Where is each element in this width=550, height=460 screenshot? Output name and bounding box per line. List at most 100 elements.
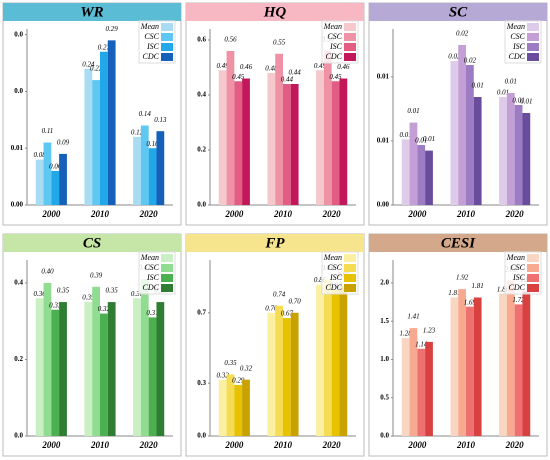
value-label: 0.29 (106, 25, 119, 33)
bar (290, 312, 299, 436)
bar (267, 73, 276, 205)
bar (409, 328, 418, 436)
x-tick-label: 2020 (139, 209, 159, 219)
panel-title: CS (83, 235, 101, 251)
panel-header (186, 3, 364, 21)
value-label: 1.81 (448, 289, 460, 297)
value-label: 0.46 (337, 63, 350, 71)
bar (43, 142, 52, 205)
bar (425, 341, 433, 436)
legend-label: ISC (329, 42, 343, 51)
bar (514, 304, 523, 436)
bar (226, 374, 235, 436)
bar (107, 40, 116, 205)
y-tick-label: 0.0 (197, 201, 206, 209)
value-label: 1.86 (497, 285, 510, 293)
value-label: 0.56 (224, 36, 237, 44)
value-label: 0.08 (34, 151, 47, 159)
panel-header (369, 3, 547, 21)
bar (51, 170, 60, 205)
bar (473, 97, 482, 205)
legend-swatch (527, 264, 539, 272)
legend-swatch (161, 284, 173, 292)
value-label: 0.49 (217, 62, 230, 70)
bar (59, 153, 67, 205)
legend-label: CSC (510, 32, 525, 41)
y-tick-label: 0.2 (197, 146, 206, 154)
value-label: 0.29 (232, 377, 245, 385)
panel-title: SC (449, 4, 468, 20)
value-label: 0.01 (497, 89, 509, 97)
bar (506, 93, 515, 205)
bar (473, 297, 482, 436)
panel-title: FP (264, 235, 285, 251)
bar (331, 81, 340, 205)
value-label: 0.70 (265, 304, 278, 312)
value-label: 0.70 (289, 297, 302, 305)
x-tick-label: 2020 (505, 209, 525, 219)
legend-swatch (161, 264, 173, 272)
bar (339, 286, 348, 436)
bar (43, 282, 52, 436)
bar (514, 105, 523, 205)
bar (51, 309, 60, 436)
value-label: 0.12 (131, 128, 144, 136)
legend-label: CSC (327, 32, 342, 41)
bar (242, 78, 250, 205)
bar (100, 51, 108, 205)
legend-swatch (527, 43, 539, 51)
legend-swatch (527, 254, 539, 262)
bar (401, 139, 410, 205)
bar (458, 45, 466, 205)
bar (283, 84, 291, 205)
value-label: 1.28 (400, 330, 413, 338)
x-tick-label: 2020 (139, 440, 159, 450)
value-label: 1.81 (472, 282, 484, 290)
value-label: 0.01 (407, 107, 419, 115)
x-tick-label: 2010 (456, 440, 476, 450)
legend-swatch (527, 284, 539, 292)
value-label: 0.44 (289, 69, 302, 77)
value-label: 0.36 (34, 290, 47, 298)
x-tick-label: 2000 (224, 209, 244, 219)
panel-header (3, 234, 181, 252)
bar (522, 113, 531, 205)
legend-swatch (161, 43, 173, 51)
legend-label: Mean (323, 253, 342, 262)
bar (522, 291, 531, 436)
legend-label: CSC (144, 263, 159, 272)
bar (316, 284, 324, 436)
legend-swatch (527, 33, 539, 41)
y-tick-label: 0.01 (377, 73, 390, 81)
bar (140, 125, 149, 205)
x-tick-label: 2020 (322, 209, 342, 219)
value-label: 0.55 (273, 38, 286, 46)
bar (425, 150, 433, 205)
legend-swatch (527, 274, 539, 282)
value-label: 0.31 (146, 309, 158, 317)
value-label: 0.44 (281, 76, 294, 84)
value-label: 0.48 (265, 65, 278, 73)
x-tick-label: 2010 (90, 209, 110, 219)
legend-swatch (344, 254, 356, 262)
bar (466, 306, 474, 436)
bar (140, 279, 149, 436)
value-label: 0.01 (512, 97, 524, 105)
bar (267, 312, 276, 436)
legend-swatch (527, 53, 539, 61)
legend-label: ISC (329, 273, 343, 282)
bar (59, 302, 67, 436)
value-label: 0.32 (240, 364, 253, 372)
bar (331, 289, 340, 436)
y-tick-label: 0.0 (380, 432, 389, 440)
x-tick-label: 2000 (224, 440, 244, 450)
value-label: 0.49 (314, 62, 327, 70)
legend-label: CDC (509, 52, 526, 61)
bar (339, 78, 348, 205)
y-tick-label: 0.3 (197, 379, 206, 387)
y-tick-label: 0.4 (14, 279, 23, 287)
bar (107, 302, 116, 436)
bar (275, 53, 283, 205)
panel-title: HQ (263, 4, 287, 20)
